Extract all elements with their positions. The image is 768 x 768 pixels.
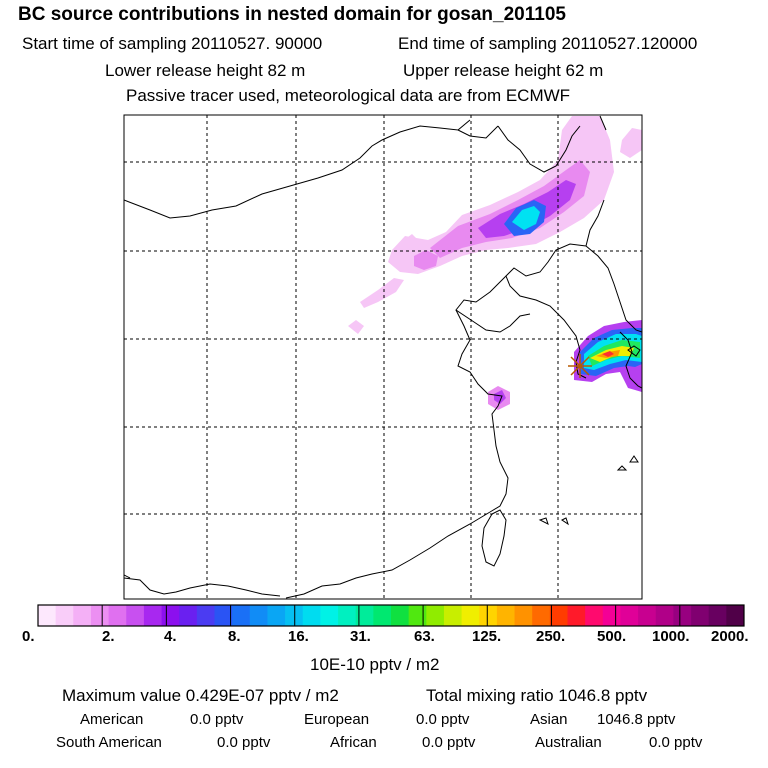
plume-left-trail	[360, 278, 404, 308]
colorbar-cell	[673, 605, 692, 626]
colorbar-cell	[302, 605, 321, 626]
colorbar-tick: 2000.	[711, 628, 749, 645]
american-value: 0.0 pptv	[190, 711, 244, 728]
lat-lon-grid	[124, 115, 642, 599]
plume-small-dot-2	[404, 234, 418, 246]
european-value: 0.0 pptv	[416, 711, 470, 728]
colorbar-cell	[373, 605, 392, 626]
colorbar-cell	[267, 605, 286, 626]
colorbar-cell	[461, 605, 480, 626]
colorbar-cell	[232, 605, 251, 626]
coastlines	[124, 115, 642, 599]
max-value: Maximum value 0.429E-07 pptv / m2	[62, 686, 339, 705]
colorbar-cell	[161, 605, 180, 626]
colorbar-cell	[691, 605, 710, 626]
colorbar-tick: 16.	[288, 628, 309, 645]
colorbar-cell	[602, 605, 621, 626]
upper-release-height: Upper release height 62 m	[403, 61, 604, 80]
colorbar-unit: 10E-10 pptv / m2	[310, 655, 440, 674]
plume-japan-tail	[628, 364, 642, 392]
american-label: American	[80, 711, 144, 728]
colorbar-cell	[532, 605, 551, 626]
plume-top-right	[620, 128, 642, 158]
colorbar-cell	[655, 605, 674, 626]
plume-small-dot	[348, 320, 364, 334]
colorbar-cell	[443, 605, 462, 626]
plume-field	[348, 116, 642, 410]
colorbar-cell	[126, 605, 145, 626]
colorbar-tick: 0.	[22, 628, 35, 645]
colorbar-cell	[320, 605, 339, 626]
colorbar-cell	[391, 605, 410, 626]
colorbar-cell	[90, 605, 109, 626]
plume-shanghai-inner	[494, 390, 506, 404]
end-time: End time of sampling 20110527.120000	[398, 34, 698, 53]
african-label: African	[330, 734, 377, 751]
colorbar-tick: 1000.	[652, 628, 690, 645]
plume-left-blob	[414, 250, 438, 270]
total-mixing-ratio: Total mixing ratio 1046.8 pptv	[426, 686, 648, 705]
colorbar-tick: 8.	[228, 628, 241, 645]
european-label: European	[304, 711, 370, 728]
colorbar-cell	[620, 605, 639, 626]
colorbar-cell	[726, 605, 745, 626]
asian-label: Asian	[530, 711, 568, 728]
colorbar-cell	[73, 605, 92, 626]
colorbar-cell	[108, 605, 127, 626]
colorbar-cell	[638, 605, 657, 626]
asian-value: 1046.8 pptv	[597, 711, 676, 728]
colorbar-cell	[214, 605, 233, 626]
colorbar-cell	[496, 605, 515, 626]
map-title: BC source contributions in nested domain…	[18, 4, 566, 25]
colorbar-cell	[708, 605, 727, 626]
map-frame	[123, 114, 643, 600]
tracer-note: Passive tracer used, meteorological data…	[126, 86, 571, 105]
colorbar-cell	[479, 605, 498, 626]
colorbar-cell	[196, 605, 215, 626]
colorbar-cell	[338, 605, 357, 626]
colorbar-cell	[567, 605, 586, 626]
colorbar-cell	[143, 605, 162, 626]
colorbar-tick: 2.	[102, 628, 115, 645]
australian-value: 0.0 pptv	[649, 734, 703, 751]
colorbar-cell	[355, 605, 374, 626]
colorbar-frame	[37, 604, 745, 627]
plume-korea-red	[602, 351, 614, 357]
colorbar-tick: 125.	[472, 628, 502, 645]
lower-release-height: Lower release height 82 m	[105, 61, 306, 80]
map-area	[124, 115, 642, 599]
colorbar-tick: 250.	[536, 628, 566, 645]
plume-northeast-mid	[430, 160, 590, 258]
colorbar-cell	[514, 605, 533, 626]
south-american-value: 0.0 pptv	[217, 734, 271, 751]
colorbar-cell	[249, 605, 268, 626]
australian-label: Australian	[535, 734, 602, 751]
release-site-marker	[568, 354, 592, 378]
colorbar-tick: 63.	[414, 628, 435, 645]
colorbar-tick: 4.	[164, 628, 177, 645]
start-time: Start time of sampling 20110527. 90000	[22, 34, 323, 53]
colorbar-tick: 500.	[597, 628, 627, 645]
colorbar-cell	[408, 605, 427, 626]
colorbar-cell	[38, 605, 57, 626]
african-value: 0.0 pptv	[422, 734, 476, 751]
colorbar-cell	[179, 605, 198, 626]
colorbar-cell	[549, 605, 568, 626]
colorbar-cell	[55, 605, 74, 626]
south-american-label: South American	[56, 734, 162, 751]
plume-northeast-outer	[388, 116, 614, 274]
colorbar-cell	[426, 605, 445, 626]
colorbar-cell	[285, 605, 304, 626]
colorbar	[38, 605, 745, 626]
colorbar-tick: 31.	[350, 628, 371, 645]
colorbar-cell	[585, 605, 604, 626]
plume-northeast-cyan	[512, 206, 540, 230]
